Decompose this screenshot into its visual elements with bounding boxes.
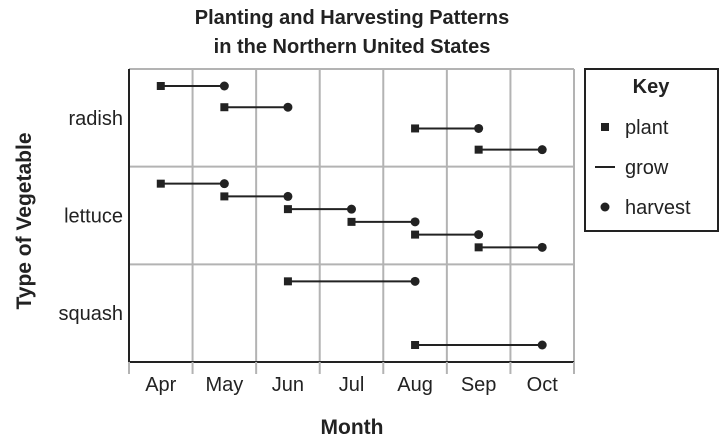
x-tick-label: Jul (339, 374, 365, 396)
harvest-marker (219, 81, 229, 91)
y-axis-title: Type of Vegetable (13, 133, 36, 310)
key-label-harvest: harvest (625, 197, 691, 219)
harvest-marker (537, 242, 547, 252)
span-squash (411, 340, 547, 350)
key-label-plant: plant (625, 117, 669, 139)
plant-marker (347, 217, 356, 226)
plant-marker (474, 243, 483, 252)
category-label: lettuce (64, 206, 123, 228)
harvest-marker (474, 123, 484, 133)
category-label: radish (69, 108, 123, 130)
key-label-grow: grow (625, 157, 669, 179)
harvest-marker (537, 145, 547, 155)
span-radish (220, 102, 293, 112)
key-title: Key (633, 76, 671, 98)
data-marks (156, 81, 547, 350)
harvest-marker (537, 340, 547, 350)
x-tick-label: Sep (461, 374, 497, 396)
span-lettuce (283, 204, 356, 214)
plant-marker (474, 145, 483, 154)
harvest-marker (219, 179, 229, 189)
span-lettuce (220, 191, 293, 201)
span-lettuce (411, 230, 484, 240)
span-lettuce (347, 217, 420, 227)
category-labels: radish lettuce squash (59, 108, 124, 325)
x-tick-label: Oct (527, 374, 559, 396)
span-squash (283, 276, 420, 286)
plant-marker (283, 205, 292, 214)
chart-title-line1: Planting and Harvesting Patterns (195, 7, 510, 29)
x-tick-label: Jun (272, 374, 304, 396)
plant-marker (411, 124, 420, 133)
span-radish (411, 123, 484, 133)
key-harvest-symbol (600, 202, 610, 212)
x-axis-title: Month (321, 416, 384, 439)
gridlines (128, 68, 575, 363)
harvest-marker (347, 204, 356, 214)
harvest-marker (410, 217, 420, 227)
chart-key: Key plant grow harvest (584, 68, 719, 232)
key-plant-symbol (601, 123, 609, 131)
chart-title-line2: in the Northern United States (214, 36, 491, 58)
plant-marker (411, 230, 420, 239)
x-axis-ticks: Apr May Jun Jul Aug Sep Oct (128, 362, 575, 396)
span-lettuce (474, 242, 547, 252)
harvest-marker (283, 191, 293, 201)
plant-marker (156, 179, 165, 188)
span-lettuce (156, 179, 229, 189)
harvest-marker (283, 102, 293, 112)
plant-marker (156, 82, 165, 90)
plant-marker (220, 103, 229, 112)
plant-marker (411, 341, 420, 349)
plant-marker (283, 277, 292, 286)
x-tick-label: May (205, 374, 243, 396)
category-label: squash (59, 303, 124, 325)
x-tick-label: Apr (145, 374, 176, 396)
span-radish (156, 81, 229, 91)
harvest-marker (474, 230, 484, 240)
span-radish (474, 145, 547, 155)
harvest-marker (410, 276, 420, 286)
plant-marker (220, 192, 229, 201)
x-tick-label: Aug (397, 374, 433, 396)
